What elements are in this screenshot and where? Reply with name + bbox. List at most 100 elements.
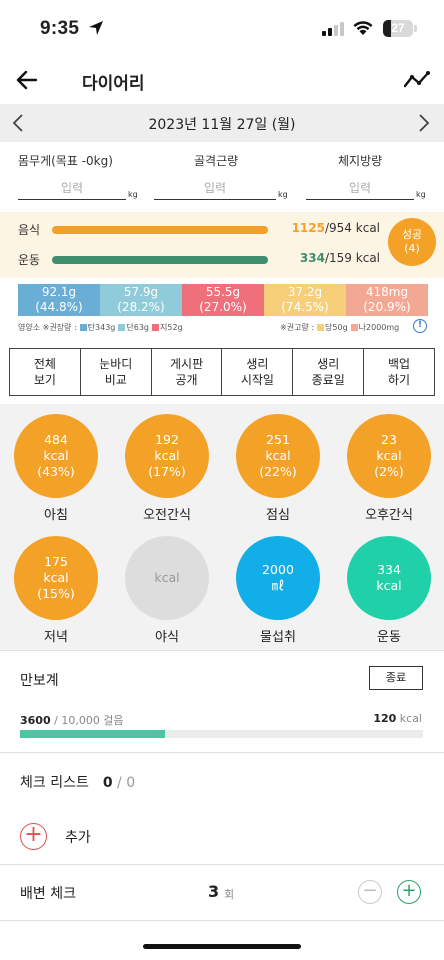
meal-circle[interactable]: kcal [125,536,209,620]
checklist-add-label[interactable]: 추가 [65,830,91,846]
menu-item[interactable]: 눈바디 비교 [81,349,152,395]
trend-line-icon[interactable] [404,70,432,90]
meal-card[interactable]: 175 kcal (15%) 저녁 [8,528,104,648]
meal-name: 물섭취 [260,630,296,645]
fat-input[interactable]: 입력 [306,178,414,200]
signal-icon [322,22,344,36]
battery-indicator: 27 [383,20,413,37]
food-calorie-track [52,226,268,234]
menu-item[interactable]: 백업 하기 [364,349,434,395]
meal-value: 484 [44,432,68,447]
meal-value: 334 [377,562,401,577]
menu-item[interactable]: 생리 종료일 [293,349,365,395]
muscle-label: 골격근량 [194,154,239,168]
fat-recommended: 지52g [160,323,183,332]
food-calorie-row: 음식 1125/954 kcal [0,218,444,240]
meal-value: 175 [44,554,68,569]
meal-percent: (15%) [37,586,75,601]
carb-swatch [79,324,87,331]
meal-unit: kcal [376,578,402,593]
meal-value: 23 [381,432,397,447]
advised-label: ※권고량 : [280,323,315,332]
battery-level: 27 [391,21,405,35]
info-icon[interactable]: ! [413,319,427,333]
chevron-right-icon[interactable] [418,113,430,133]
status-time: 9:35 [40,18,80,39]
menu-item-line: 생리 [317,357,340,371]
menu-item-line: 시작일 [240,373,274,387]
nutrient-amount: 55.5g [205,285,241,299]
current-date[interactable]: 2023년 11월 27일 (월) [148,117,296,133]
minus-circle-icon[interactable]: − [358,880,382,904]
advised-legend: ※권고량 : 당50g 나2000mg [280,322,399,333]
meal-unit: kcal [376,448,402,463]
meal-unit: ㎖ [271,578,285,593]
meal-card[interactable]: 251 kcal (22%) 점심 [230,406,326,526]
food-label: 음식 [18,223,41,237]
plus-circle-icon[interactable]: + [20,823,47,850]
menu-item-line: 게시판 [170,357,204,371]
meal-card[interactable]: 23 kcal (2%) 오후간식 [341,406,437,526]
menu-item[interactable]: 생리 시작일 [222,349,294,395]
meal-percent: (43%) [37,464,75,479]
nutrient-percent: (27.0%) [199,300,247,314]
meal-card[interactable]: 484 kcal (43%) 아침 [8,406,104,526]
success-badge[interactable]: 성공 (4) [388,218,436,266]
meal-card[interactable]: 2000 ㎖ 물섭취 [230,528,326,648]
meal-circle[interactable]: 23 kcal (2%) [347,414,431,498]
plus-circle-icon[interactable]: + [397,880,421,904]
menu-item-line: 비교 [104,373,127,387]
sugar-advised: 당50g [325,323,348,332]
carb-recommended: 탄343g [87,323,116,332]
checklist-total: / 0 [112,775,136,791]
success-badge-label: 성공 [401,228,423,241]
meal-name: 운동 [377,630,401,645]
step-current: 3600 [20,714,51,727]
meal-card[interactable]: 192 kcal (17%) 오전간식 [119,406,215,526]
exercise-calorie-target: 159 [329,251,352,265]
meal-name: 오전간식 [143,508,191,523]
exercise-calorie-fill [52,256,268,264]
date-bar: 2023년 11월 27일 (월) [0,104,444,142]
meal-percent: (17%) [148,464,186,479]
bowel-title: 배변 체크 [20,886,76,902]
exercise-calorie-value: 334/159 kcal [299,251,380,265]
nutrient-bar: 92.1g (44.8%) 57.9g (28.2%) 55.5g (27.0%) 37.2… [18,284,428,316]
food-calorie-current: 1125 [291,221,325,235]
step-kcal-value: 120 [373,712,397,725]
exercise-calorie-track [52,256,268,264]
meal-name: 아침 [44,508,68,523]
exercise-calorie-row: 운동 334/159 kcal [0,248,444,270]
menu-item-line: 보기 [33,373,56,387]
arrow-left-icon[interactable] [16,70,38,90]
meal-circle[interactable]: 334 kcal [347,536,431,620]
checklist-title: 체크 리스트 [20,775,89,791]
weight-input[interactable]: 입력 [18,178,126,200]
meal-card[interactable]: kcal 야식 [119,528,215,648]
meal-circle[interactable]: 2000 ㎖ [236,536,320,620]
weight-unit: kg [128,190,138,199]
home-indicator[interactable] [143,944,301,949]
meal-value: 2000 [262,562,294,577]
meal-circle[interactable]: 484 kcal (43%) [14,414,98,498]
nutrient-legend: 영양소 ※권장량 : 탄343g 단63g 지52g ※권고량 : 당50g 나2000m… [18,320,432,336]
divider [0,920,444,921]
fat-unit: kg [416,190,426,199]
chevron-left-icon[interactable] [12,113,24,133]
meal-circle[interactable]: 175 kcal (15%) [14,536,98,620]
food-calorie-unit: kcal [355,221,380,235]
calorie-summary: 음식 1125/954 kcal 운동 334/159 kcal [0,212,444,278]
meal-circle[interactable]: 192 kcal (17%) [125,414,209,498]
meal-percent: (2%) [374,464,404,479]
nutrient-segment: 55.5g (27.0%) [182,284,264,316]
meal-circle[interactable]: 251 kcal (22%) [236,414,320,498]
food-calorie-fill [52,226,268,234]
weight-label: 몸무게(목표 -0kg) [18,154,113,168]
menu-item[interactable]: 게시판 공개 [152,349,223,395]
divider [0,864,444,865]
muscle-input[interactable]: 입력 [154,178,276,200]
meal-card[interactable]: 334 kcal 운동 [341,528,437,648]
menu-item[interactable]: 전체 보기 [10,349,81,395]
pedometer-end-button[interactable]: 종료 [369,666,423,690]
meal-percent: (22%) [259,464,297,479]
